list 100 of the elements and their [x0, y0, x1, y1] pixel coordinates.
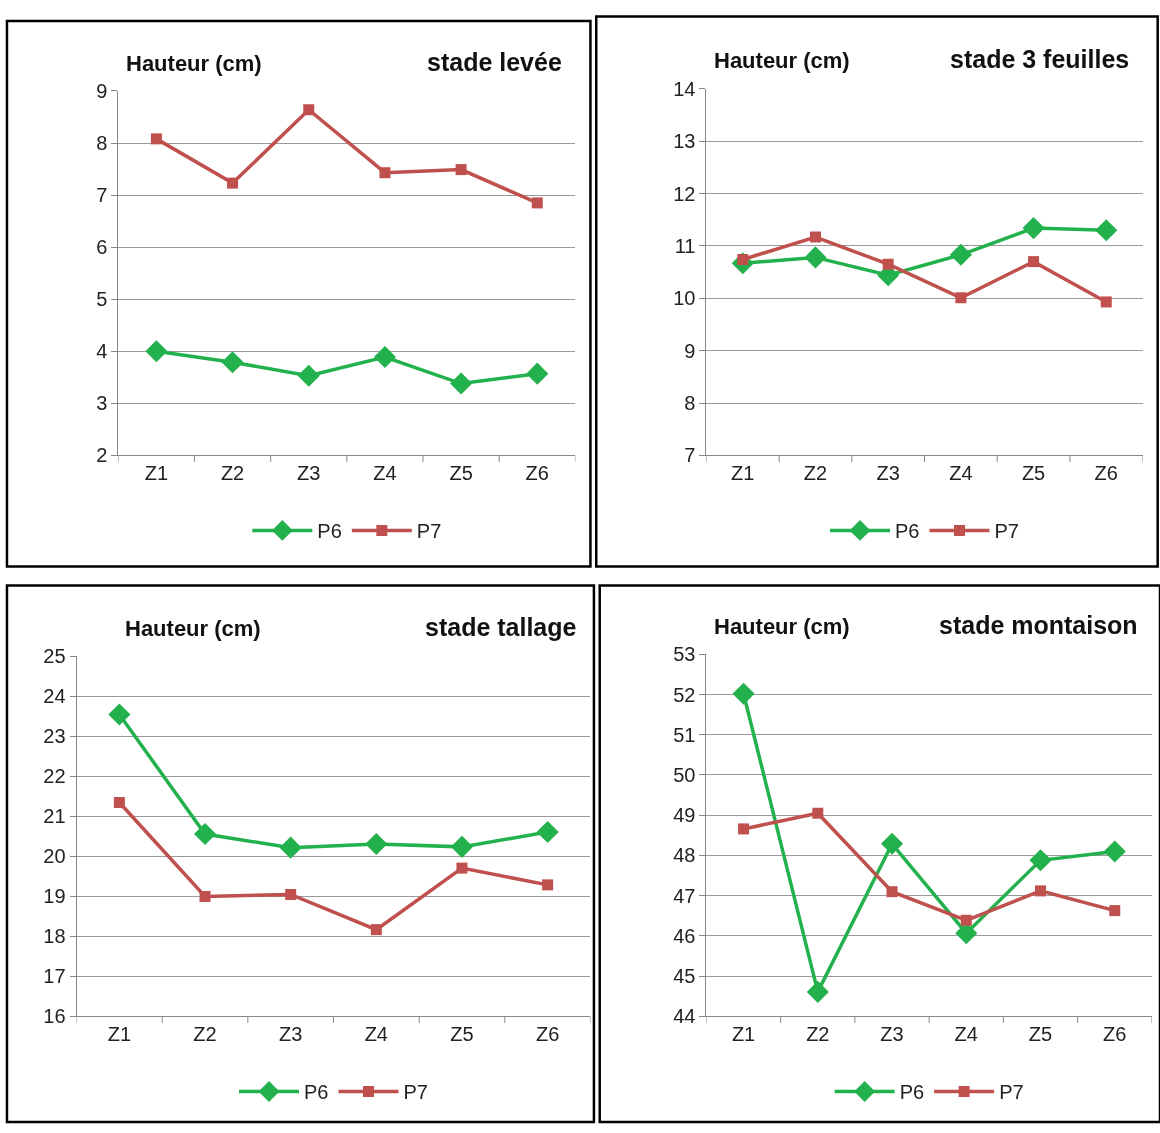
- x-tick-label: Z5: [1021, 462, 1046, 485]
- point: [450, 835, 474, 858]
- y-tick-label: 17: [43, 965, 66, 988]
- point: [531, 197, 543, 209]
- y-tick-label: 13: [673, 130, 696, 153]
- point: [882, 258, 894, 270]
- point: [542, 879, 554, 891]
- point: [303, 104, 315, 116]
- point: [108, 703, 131, 726]
- y-tick-label: 11: [674, 234, 696, 257]
- legend-label: P7: [999, 1081, 1024, 1104]
- y-tick-label: 48: [673, 844, 696, 867]
- point: [732, 682, 755, 705]
- point: [1095, 219, 1118, 242]
- x-tick-label: Z1: [731, 1023, 756, 1046]
- y-tick-label: 7: [96, 184, 108, 207]
- x-tick-label: Z1: [731, 462, 755, 485]
- y-tick-label: 50: [673, 764, 696, 786]
- point: [193, 823, 217, 846]
- y-tick-label: 51: [673, 723, 696, 746]
- point: [955, 292, 967, 304]
- y-tick-label: 21: [43, 805, 66, 828]
- y-tick-label: 52: [673, 683, 696, 706]
- point: [150, 133, 162, 145]
- y-tick-label: 12: [673, 182, 696, 205]
- point: [279, 836, 302, 859]
- point: [804, 246, 827, 269]
- y-tick-label: 20: [43, 845, 66, 868]
- point: [221, 351, 244, 374]
- y-tick-label: 7: [684, 444, 696, 467]
- point: [886, 886, 898, 898]
- point: [145, 340, 168, 363]
- x-tick-label: Z5: [449, 462, 473, 485]
- y-axis-title: Hauteur (cm): [125, 616, 261, 641]
- legend-label: P6: [899, 1081, 925, 1104]
- y-tick-label: 25: [43, 645, 66, 668]
- y-tick-label: 45: [673, 965, 696, 988]
- point: [379, 167, 391, 179]
- y-tick-label: 49: [673, 804, 696, 827]
- x-tick-label: Z6: [525, 462, 549, 485]
- point: [1022, 217, 1045, 240]
- point: [526, 362, 549, 385]
- chart-title: stade tallage: [425, 613, 577, 641]
- x-tick-label: Z1: [107, 1023, 132, 1046]
- x-tick-label: Z5: [1028, 1023, 1053, 1046]
- x-tick-label: Z4: [373, 462, 397, 485]
- point: [809, 231, 821, 243]
- point: [373, 345, 396, 369]
- x-tick-label: Z2: [806, 1023, 830, 1046]
- y-tick-label: 8: [96, 132, 108, 155]
- y-axis-title: Hauteur (cm): [126, 51, 262, 76]
- point: [1103, 840, 1126, 863]
- y-tick-label: 2: [96, 444, 108, 467]
- y-tick-label: 18: [43, 925, 66, 948]
- y-tick-label: 22: [43, 765, 66, 788]
- point: [1100, 296, 1112, 308]
- y-tick-label: 24: [43, 685, 66, 708]
- point: [199, 890, 211, 902]
- x-tick-label: Z4: [364, 1023, 388, 1046]
- x-tick-label: Z4: [954, 1023, 978, 1046]
- point: [450, 372, 473, 395]
- x-tick-label: Z6: [1103, 1023, 1127, 1046]
- legend-label: P7: [994, 520, 1019, 543]
- x-tick-label: Z6: [1094, 462, 1118, 485]
- y-tick-label: 14: [673, 77, 696, 100]
- x-tick-label: Z2: [220, 462, 245, 485]
- legend-label: P6: [317, 520, 342, 543]
- point: [1109, 905, 1121, 917]
- y-tick-label: 6: [96, 236, 108, 259]
- point: [949, 243, 972, 266]
- legend-label: P6: [895, 520, 920, 543]
- point: [806, 980, 829, 1003]
- y-tick-label: 5: [96, 288, 108, 311]
- y-axis-title: Hauteur (cm): [714, 48, 850, 73]
- point: [1035, 885, 1047, 897]
- x-tick-label: Z3: [297, 462, 321, 485]
- point: [536, 821, 559, 844]
- point: [456, 862, 468, 874]
- point: [738, 823, 750, 835]
- x-tick-label: Z2: [193, 1023, 217, 1046]
- point: [812, 807, 824, 819]
- y-tick-label: 9: [96, 79, 108, 102]
- y-tick-label: 19: [43, 885, 66, 908]
- x-tick-label: Z3: [880, 1023, 904, 1046]
- point: [880, 832, 904, 855]
- y-tick-label: 53: [673, 643, 696, 666]
- y-tick-label: 16: [43, 1005, 66, 1028]
- point: [113, 796, 125, 808]
- x-tick-label: Z3: [279, 1023, 303, 1046]
- point: [960, 914, 972, 926]
- x-tick-label: Z4: [949, 462, 973, 485]
- point: [455, 164, 467, 176]
- y-tick-label: 8: [684, 392, 696, 415]
- legend-label: P7: [416, 520, 442, 543]
- y-tick-label: 44: [673, 1005, 696, 1028]
- y-tick-label: 9: [684, 339, 696, 362]
- chart-title: stade montaison: [939, 611, 1138, 639]
- x-tick-label: Z2: [803, 462, 828, 485]
- legend-label: P6: [304, 1081, 329, 1104]
- x-tick-label: Z6: [535, 1023, 560, 1046]
